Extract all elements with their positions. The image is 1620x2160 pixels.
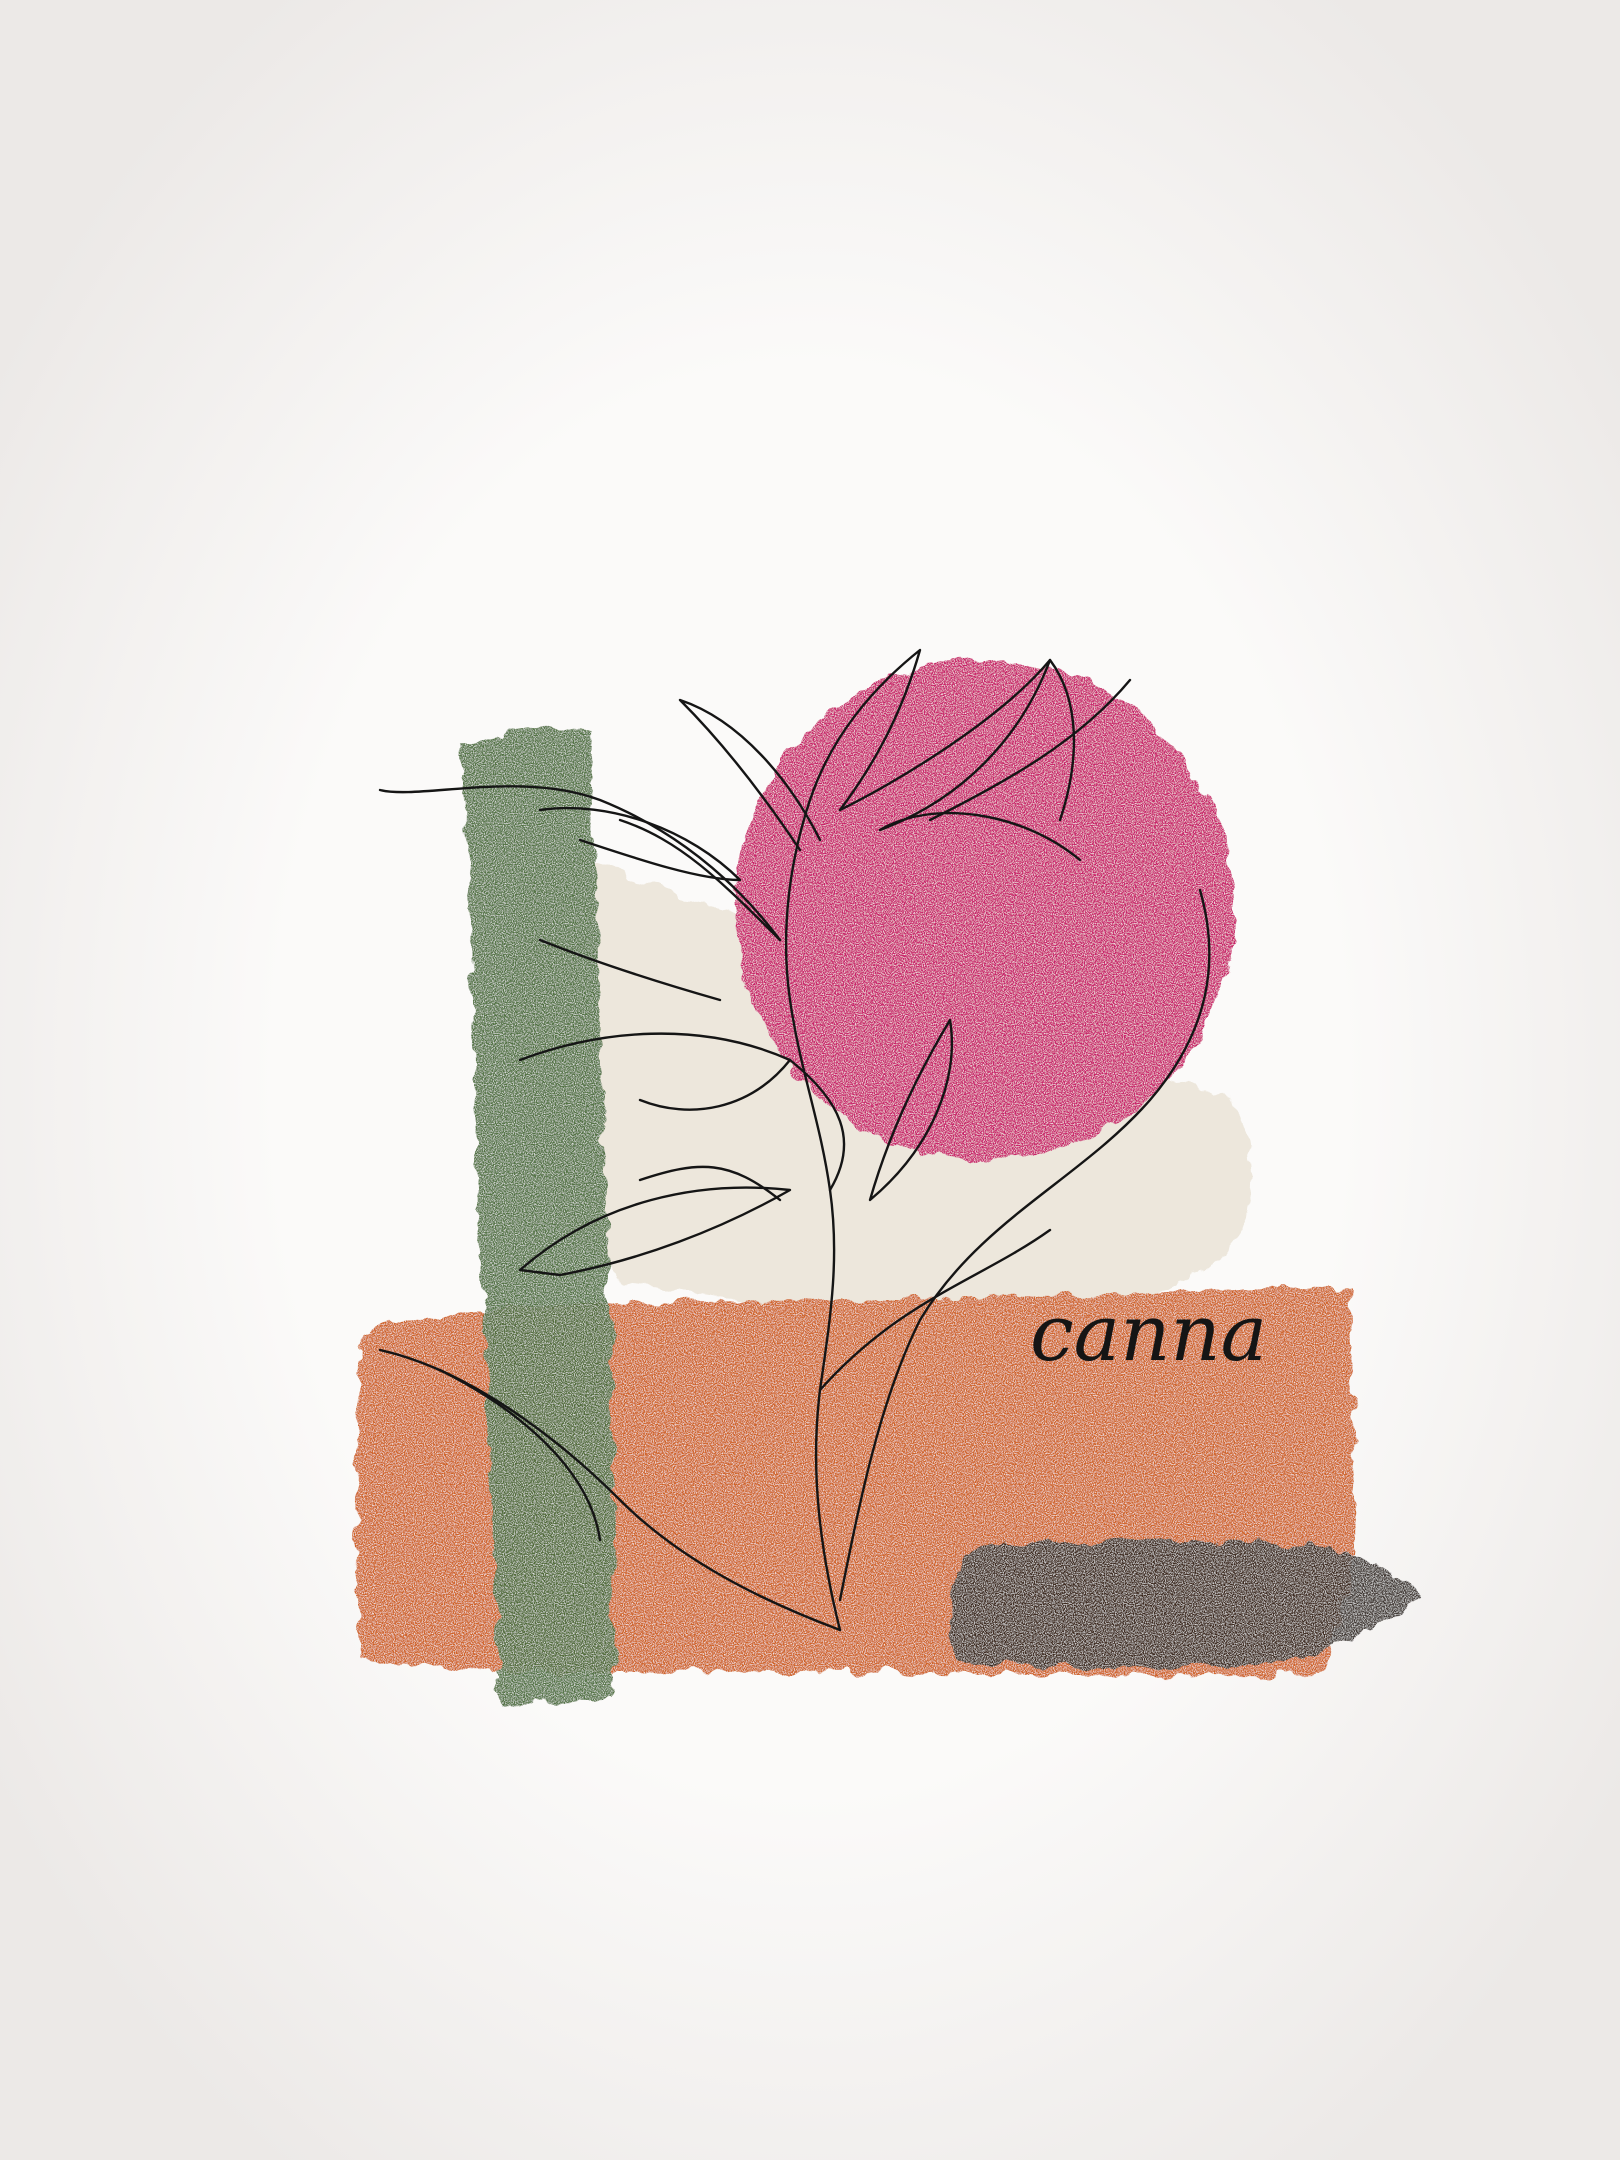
charcoal-smudge-icon bbox=[950, 1541, 1420, 1668]
canna-line-drawing bbox=[378, 648, 1211, 1632]
caption-text: canna bbox=[1030, 1289, 1267, 1379]
pink-circle-icon bbox=[735, 660, 1235, 1160]
